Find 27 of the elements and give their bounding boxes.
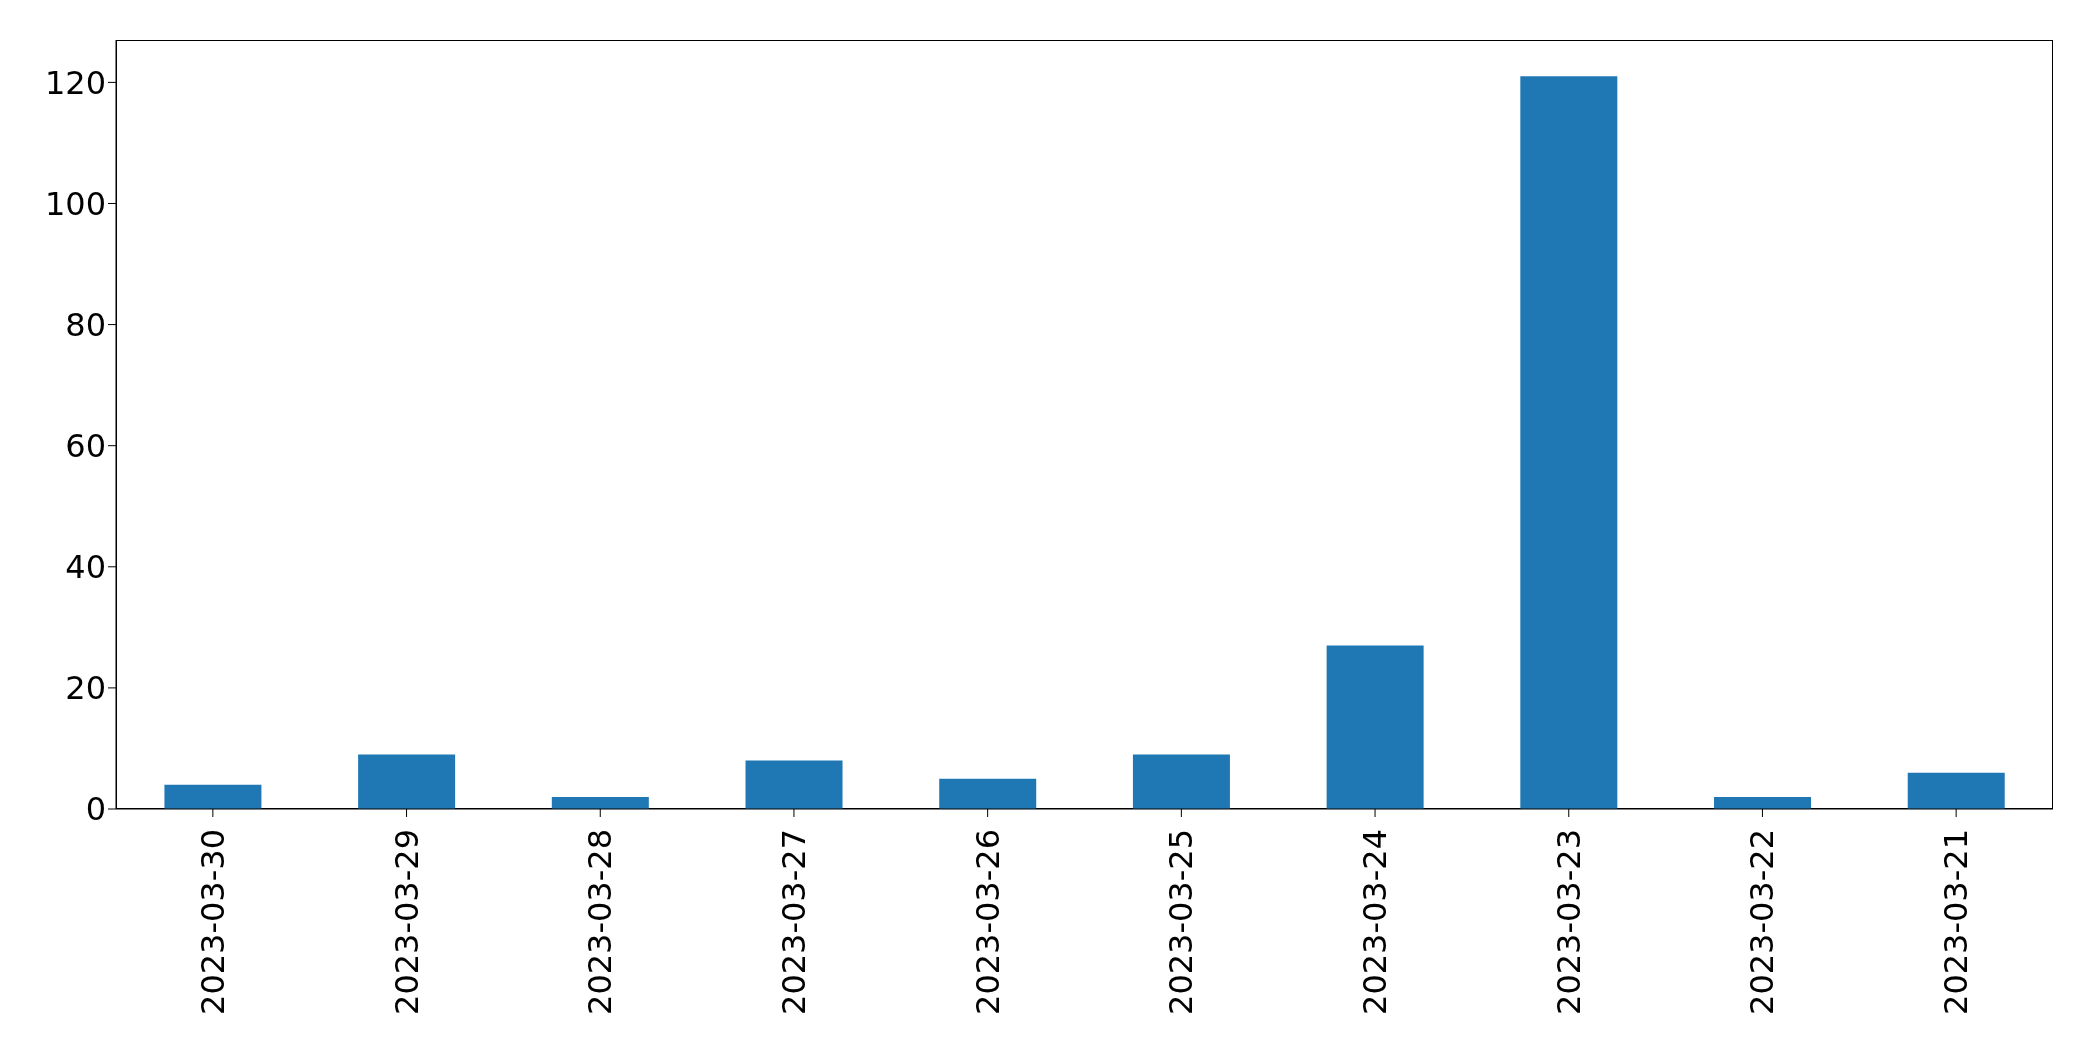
y-tick-label: 40 [65, 548, 106, 587]
x-tick-label: 2023-03-30 [193, 829, 232, 1015]
bar [1520, 76, 1618, 809]
bar [939, 778, 1037, 809]
x-tick-label: 2023-03-22 [1743, 829, 1782, 1015]
x-tick-label: 2023-03-23 [1549, 829, 1588, 1015]
x-tick-label: 2023-03-24 [1356, 829, 1395, 1015]
y-tick-label: 60 [65, 427, 106, 466]
bar [1326, 645, 1424, 809]
x-tick-label: 2023-03-29 [387, 829, 426, 1015]
bar [551, 796, 649, 809]
x-tick-label: 2023-03-28 [581, 829, 620, 1015]
bar [164, 784, 262, 809]
x-tick-label: 2023-03-27 [774, 829, 813, 1015]
y-tick-label: 20 [65, 669, 106, 708]
bar [1907, 772, 2005, 809]
x-tick-label: 2023-03-25 [1162, 829, 1201, 1015]
bar [745, 760, 843, 809]
y-tick-label: 100 [44, 184, 106, 223]
y-tick-label: 80 [65, 305, 106, 344]
y-tick-label: 120 [44, 63, 106, 102]
bar [1132, 754, 1230, 809]
y-tick-label: 0 [85, 790, 106, 829]
bar [1714, 796, 1812, 809]
x-tick-label: 2023-03-21 [1937, 829, 1976, 1015]
x-tick-label: 2023-03-26 [968, 829, 1007, 1015]
bar [358, 754, 456, 809]
